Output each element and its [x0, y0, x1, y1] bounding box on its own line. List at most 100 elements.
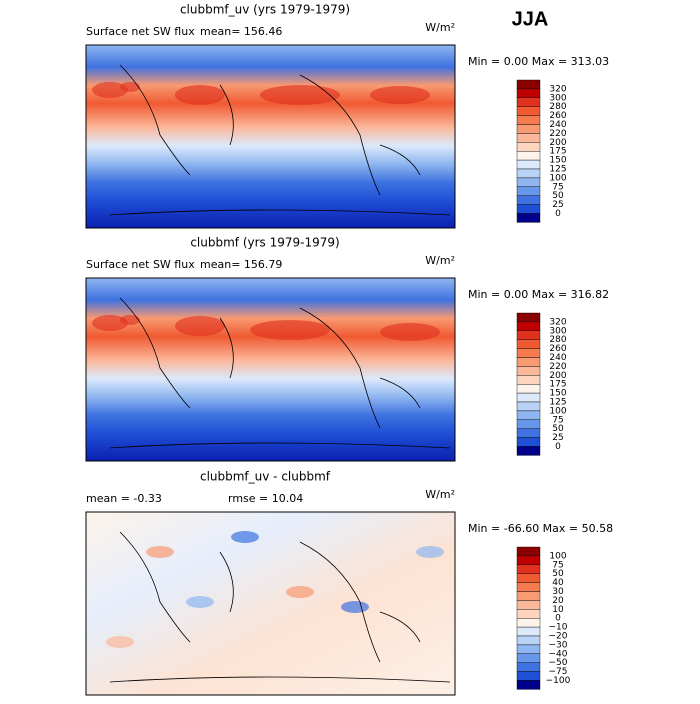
colorbar-label: −30	[549, 640, 568, 650]
colorbar-label: 125	[549, 165, 566, 175]
colorbar-label: 100	[549, 551, 566, 561]
colorbar-swatch	[516, 644, 541, 655]
colorbar-label: 125	[549, 398, 566, 408]
colorbar-label: 175	[549, 147, 566, 157]
panel-left-label: mean = -0.33	[86, 492, 162, 505]
map-frame	[85, 511, 456, 696]
colorbar-swatch	[516, 195, 541, 205]
colorbar-swatch	[516, 124, 541, 134]
colorbar-swatch	[516, 618, 541, 628]
panel-title: clubbmf_uv - clubbmf	[200, 470, 331, 484]
colorbar-label: −50	[549, 658, 568, 668]
map-field-blob	[416, 546, 444, 558]
colorbar-label: 240	[549, 353, 566, 363]
map-field	[86, 512, 455, 695]
colorbar-swatch	[516, 150, 541, 161]
panel-stat: rmse = 10.04	[228, 492, 303, 505]
colorbar-label: 40	[552, 578, 564, 588]
colorbar-swatch	[516, 133, 541, 143]
colorbar-swatch	[516, 115, 541, 125]
map-field	[86, 278, 455, 461]
colorbar-label: 20	[552, 596, 564, 606]
colorbar-swatch	[516, 401, 541, 412]
colorbar-label: 50	[552, 191, 564, 201]
colorbar-swatch	[516, 392, 541, 403]
colorbar-label: 300	[549, 93, 566, 103]
colorbar-swatch	[516, 555, 541, 566]
colorbar-label: 280	[549, 335, 566, 345]
panel-left-label: Surface net SW flux	[86, 25, 195, 38]
colorbar-swatch	[516, 662, 541, 672]
map-field	[86, 45, 455, 228]
colorbar-swatch	[516, 312, 541, 323]
map-frame	[85, 44, 456, 229]
colorbar-label: 0	[555, 614, 561, 624]
colorbar-label: 50	[552, 424, 564, 434]
colorbar-label: −100	[546, 676, 571, 686]
colorbar-swatch	[516, 88, 541, 99]
colorbar-swatch	[516, 573, 541, 583]
map-field-blob	[92, 315, 128, 331]
colorbar-label: −40	[549, 649, 568, 659]
panel-left-label: Surface net SW flux	[86, 258, 195, 271]
map-field-blob	[175, 316, 225, 336]
colorbar-label: 25	[552, 433, 563, 443]
colorbar-label: 200	[549, 371, 566, 381]
colorbar-swatch	[516, 177, 541, 187]
colorbar-swatch	[516, 600, 541, 610]
colorbar-label: 25	[552, 200, 563, 210]
colorbar-label: 320	[549, 317, 566, 327]
colorbar-swatch	[516, 410, 541, 420]
colorbar-swatch	[516, 680, 541, 690]
colorbar-label: 50	[552, 569, 564, 579]
colorbar-swatch	[516, 626, 541, 637]
colorbar-label: 0	[555, 209, 561, 219]
coastline	[109, 531, 451, 683]
map-field-blob	[146, 546, 174, 558]
panel-minmax: Min = 0.00 Max = 313.03	[468, 55, 609, 68]
map-field-blob	[120, 82, 140, 92]
map-field-blob	[120, 315, 140, 325]
coastline	[109, 297, 451, 449]
map-field-blob	[260, 85, 340, 105]
colorbar-label: 200	[549, 138, 566, 148]
colorbar-swatch	[516, 671, 541, 681]
colorbar-swatch	[516, 366, 541, 376]
colorbar-swatch	[516, 591, 541, 601]
colorbar-swatch	[516, 564, 541, 574]
map-field-blob	[380, 323, 440, 341]
colorbar-swatch	[516, 97, 541, 107]
colorbar-label: 75	[552, 415, 563, 425]
colorbar-swatch	[516, 653, 541, 663]
colorbar-swatch	[516, 106, 541, 116]
colorbar-swatch	[516, 186, 541, 196]
colorbar-swatch	[516, 204, 541, 214]
map-field-blob	[186, 596, 214, 608]
colorbar-label: −10	[549, 623, 568, 633]
colorbar-label: 150	[549, 156, 566, 166]
panel-units: W/m²	[425, 488, 455, 501]
map-frame	[85, 277, 456, 462]
colorbar-label: 240	[549, 120, 566, 130]
colorbar-swatch	[516, 446, 541, 456]
colorbar-label: 220	[549, 129, 566, 139]
colorbar-swatch	[516, 635, 541, 646]
colorbar-label: 30	[552, 587, 564, 597]
colorbar-swatch	[516, 546, 541, 557]
colorbar-swatch	[516, 428, 541, 438]
colorbar-label: 220	[549, 362, 566, 372]
colorbar-swatch	[516, 339, 541, 349]
panel-title: clubbmf_uv (yrs 1979-1979)	[180, 3, 350, 17]
panel-title: clubbmf (yrs 1979-1979)	[190, 236, 339, 250]
colorbar-label: 280	[549, 102, 566, 112]
panel-stat: mean= 156.79	[200, 258, 282, 271]
map-field-blob	[286, 586, 314, 598]
colorbar-label: 10	[552, 605, 564, 615]
panel-units: W/m²	[425, 254, 455, 267]
colorbar-swatch	[516, 168, 541, 179]
colorbar-label: 100	[549, 173, 566, 183]
colorbar-swatch	[516, 142, 541, 152]
colorbar-label: 75	[552, 182, 563, 192]
map-field-blob	[175, 85, 225, 105]
